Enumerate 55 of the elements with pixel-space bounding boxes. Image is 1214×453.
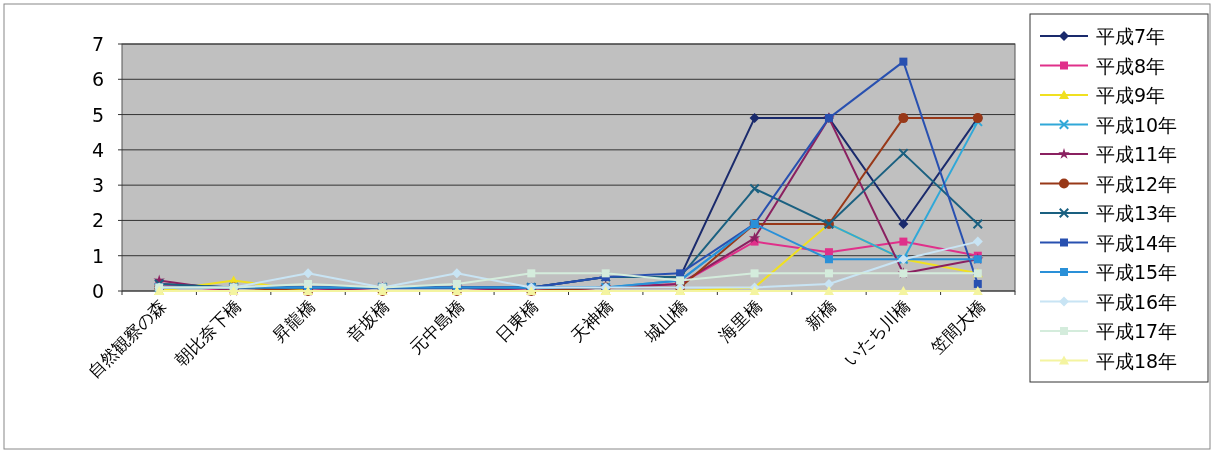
- x-tick-label: 元中島橋: [405, 295, 468, 358]
- point: [527, 269, 536, 278]
- point: [823, 278, 834, 289]
- legend-label: 平成17年: [1096, 320, 1178, 342]
- point: [899, 57, 908, 66]
- y-tick-label: 4: [91, 138, 104, 161]
- y-tick-label: 7: [91, 33, 104, 55]
- y-tick-label: 6: [91, 68, 104, 91]
- legend-label: 平成10年: [1096, 113, 1178, 136]
- point: [749, 113, 760, 124]
- point: [899, 237, 908, 246]
- point: [898, 148, 909, 159]
- y-tick-label: 1: [91, 244, 104, 267]
- x-tick-label: 音坂橋: [343, 295, 394, 346]
- legend-label: 平成18年: [1096, 349, 1178, 372]
- point: [451, 268, 462, 279]
- point: [973, 279, 982, 288]
- legend-label: 平成15年: [1096, 261, 1178, 283]
- point: [898, 113, 909, 124]
- x-tick-label: 日東橋: [491, 295, 543, 346]
- legend-label: 平成14年: [1096, 231, 1178, 254]
- point: [824, 255, 833, 264]
- legend-label: 平成7年: [1096, 25, 1166, 47]
- y-tick-label: 5: [91, 103, 104, 126]
- point: [972, 286, 983, 295]
- point: [749, 183, 760, 194]
- point: [748, 232, 761, 243]
- point: [303, 268, 314, 279]
- x-tick-label: 新橋: [801, 295, 840, 334]
- y-tick-label: 2: [91, 209, 104, 232]
- point: [972, 236, 983, 247]
- legend-label: 平成11年: [1096, 143, 1178, 165]
- legend-label: 平成13年: [1096, 202, 1178, 224]
- point: [452, 279, 461, 288]
- x-tick-label: 天神橋: [566, 295, 617, 346]
- legend-label: 平成9年: [1096, 84, 1166, 106]
- point: [972, 219, 983, 229]
- legend-label: 平成8年: [1096, 54, 1166, 77]
- x-tick-label: 海里橋: [715, 295, 766, 346]
- y-tick-label: 3: [91, 174, 104, 197]
- point: [898, 286, 909, 295]
- legend-label: 平成12年: [1096, 172, 1178, 195]
- legend-label: 平成16年: [1096, 290, 1178, 313]
- x-tick-label: 笠間大橋: [926, 295, 989, 358]
- x-tick-label: 昇龍橋: [268, 295, 319, 346]
- x-tick-label: いたち川橋: [839, 295, 915, 370]
- point: [823, 286, 834, 295]
- point: [750, 269, 759, 278]
- point: [824, 269, 833, 278]
- y-tick-label: 0: [91, 280, 104, 302]
- x-tick-label: 城山橋: [640, 295, 691, 347]
- point: [304, 279, 313, 288]
- x-tick-label: 朝比奈下橋: [170, 295, 245, 370]
- point: [898, 218, 909, 229]
- point: [749, 286, 760, 295]
